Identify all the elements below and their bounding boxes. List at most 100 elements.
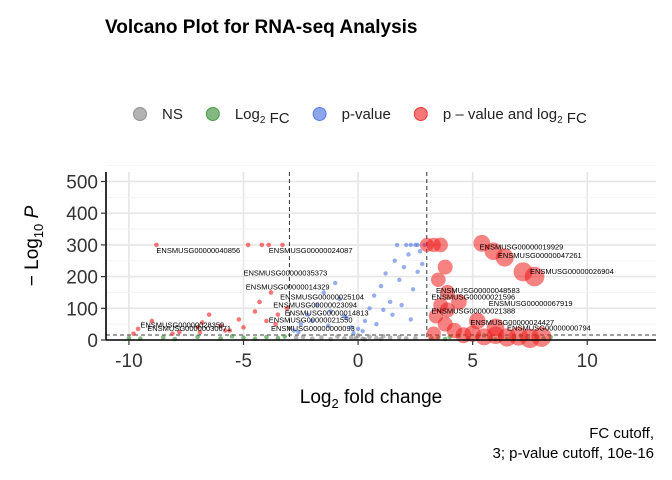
point-p — [420, 261, 425, 267]
gene-label: ENSMUSG00000014813 — [285, 308, 369, 317]
point-ns — [387, 335, 393, 341]
legend-key-fcp — [413, 107, 428, 121]
point-fcp — [259, 242, 265, 248]
point-p — [417, 249, 423, 254]
point-fcp-large — [468, 312, 486, 330]
point-fcp-large — [495, 248, 514, 267]
y-tick-label: 100 — [66, 299, 98, 320]
point-p — [342, 314, 347, 319]
point-p — [415, 269, 420, 275]
x-axis-title: Log2 fold change — [300, 387, 442, 411]
point-fcp — [197, 329, 203, 335]
y-tick-label: 500 — [66, 173, 98, 194]
y-tick-label: 200 — [66, 268, 98, 289]
y-tick-label: 400 — [66, 204, 98, 225]
y-axis-title: − Log10 P — [22, 205, 46, 286]
legend-label-p: p-value — [342, 106, 391, 123]
point-fcp — [195, 325, 200, 330]
legend-label-fcp: p – value and log2 FC — [443, 106, 587, 127]
point-fcp — [280, 242, 285, 248]
point-ns — [300, 334, 306, 340]
point-fcp — [236, 317, 242, 322]
point-fcp-large — [426, 326, 441, 341]
point-p — [408, 242, 413, 248]
point-p — [349, 325, 354, 330]
x-tick-label: -5 — [235, 351, 252, 372]
y-tick-label: 300 — [66, 236, 98, 257]
point-fcp-large — [439, 302, 455, 318]
point-fcp — [284, 306, 290, 311]
point-fcp — [206, 312, 212, 317]
caption: FC cutoff, 3; p-value cutoff, 10e-16 — [493, 425, 655, 462]
gene-label: ENSMUSG00000048583 — [436, 286, 520, 295]
gene-label: ENSMUSG00000024427 — [470, 318, 554, 327]
point-fc — [160, 335, 166, 340]
point-p — [367, 306, 372, 311]
gene-label: ENSMUSG00000035373 — [244, 269, 328, 278]
point-ns — [397, 334, 402, 340]
point-p — [404, 242, 409, 248]
point-fcp — [252, 309, 258, 314]
point-p — [337, 296, 342, 301]
gene-label: ENSMUSG00000019929 — [480, 243, 564, 252]
point-p — [362, 318, 368, 324]
point-p — [291, 328, 297, 333]
point-p — [390, 312, 395, 317]
point-fcp — [222, 328, 228, 333]
x-tick-label: 10 — [577, 351, 598, 372]
point-fcp — [268, 290, 274, 295]
gene-label: ENSMUSG00000025104 — [280, 292, 364, 301]
legend-key-fc — [205, 107, 220, 121]
point-p — [406, 252, 411, 257]
point-fcp — [199, 320, 205, 325]
point-p — [401, 264, 407, 270]
grid — [106, 165, 656, 341]
point-fcp-large — [486, 318, 505, 337]
point-p — [296, 329, 301, 335]
point-p — [314, 302, 320, 308]
point-p — [360, 328, 365, 334]
point-ns — [319, 335, 324, 340]
point-fcp — [264, 318, 269, 324]
point-p — [383, 271, 388, 276]
point-fcp — [241, 325, 246, 330]
point-ns — [367, 334, 372, 340]
point-fc — [264, 334, 269, 340]
x-tick-label: 5 — [467, 351, 478, 372]
point-p — [371, 293, 377, 298]
point-fcp-large — [451, 294, 467, 310]
point-p — [399, 302, 404, 308]
point-p — [397, 277, 402, 282]
point-p — [392, 258, 397, 263]
point-p — [378, 283, 384, 289]
plot-panel — [106, 172, 656, 340]
point-p — [310, 318, 315, 324]
point-fcp — [131, 331, 136, 336]
chart-title: Volcano Plot for RNA-seq Analysis — [105, 17, 418, 38]
point-ns — [348, 335, 354, 340]
legend-label-fc: Log2 FC — [235, 106, 290, 127]
legend-key-p — [312, 107, 327, 121]
gene-label: ENSMUSG00000024087 — [269, 246, 353, 255]
gene-label: ENSMUSG00000023094 — [273, 300, 357, 309]
gene-label: ENSMUSG00000000093 — [271, 324, 355, 333]
point-p — [394, 242, 400, 248]
point-ns — [335, 334, 340, 339]
gene-label: ENSMUSG00000028359 — [140, 320, 224, 329]
legend-key-ns — [133, 107, 147, 121]
plot-area: ENSMUSG00000040856 ENSMUSG00000024087 ENSM… — [22, 165, 656, 411]
point-fcp — [218, 323, 223, 329]
point-fcp — [154, 242, 159, 248]
point-fcp — [177, 329, 182, 335]
point-p — [355, 326, 361, 332]
point-p — [326, 323, 331, 328]
point-fcp-large — [531, 326, 552, 347]
point-p — [305, 312, 310, 317]
legend: NS Log2 FC p-value p – value and log2 FC — [133, 106, 587, 127]
point-fcp — [227, 328, 233, 333]
point-p — [298, 321, 303, 327]
point-fcp — [266, 242, 272, 248]
point-fcp-large — [439, 284, 455, 300]
